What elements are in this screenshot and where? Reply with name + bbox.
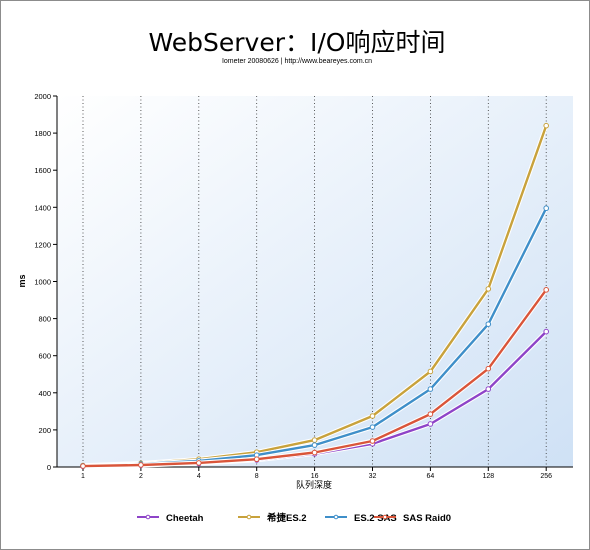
data-point xyxy=(485,365,492,372)
data-point xyxy=(311,442,318,448)
x-axis-label: 队列深度 xyxy=(296,479,332,490)
y-tick-label: 800 xyxy=(38,315,51,324)
x-tick-label: 4 xyxy=(197,473,201,480)
y-tick-label: 1800 xyxy=(34,129,51,138)
x-tick-label: 8 xyxy=(255,473,259,480)
y-tick-label: 2000 xyxy=(34,92,51,101)
x-tick-label: 128 xyxy=(482,473,494,480)
legend-item: 希捷ES.2 xyxy=(238,512,307,524)
data-point xyxy=(427,411,434,417)
data-point xyxy=(80,463,86,469)
data-point xyxy=(543,122,550,129)
x-tick-label: 16 xyxy=(311,473,319,480)
legend: Cheetah 希捷ES.2 ES.2 SAS SAS Raid0 xyxy=(137,512,451,524)
data-point xyxy=(427,421,434,427)
data-point xyxy=(369,413,376,419)
x-axis-ticks: 1 2 4 8 16 32 64 128 256 xyxy=(81,467,552,480)
y-axis-label: ms xyxy=(17,274,27,287)
data-point xyxy=(485,286,492,292)
legend-label: Cheetah xyxy=(166,513,204,524)
y-tick-label: 600 xyxy=(38,352,51,361)
x-tick-label: 256 xyxy=(540,473,552,480)
y-tick-label: 200 xyxy=(38,426,51,435)
x-tick-label: 32 xyxy=(369,473,377,480)
y-tick-label: 1200 xyxy=(34,240,51,249)
legend-marker xyxy=(382,514,388,520)
chart-title: WebServer：I/O响应时间 xyxy=(149,28,446,57)
data-point xyxy=(543,287,550,293)
legend-item: ES.2 SAS xyxy=(325,513,397,524)
x-tick-label: 2 xyxy=(139,473,143,480)
y-tick-label: 400 xyxy=(38,389,51,398)
data-point xyxy=(369,438,376,444)
data-point xyxy=(485,386,492,392)
legend-item: Cheetah xyxy=(137,513,204,524)
y-tick-label: 1600 xyxy=(34,166,51,175)
y-tick-label: 0 xyxy=(47,463,51,472)
series-lines xyxy=(80,122,550,470)
series-group xyxy=(80,287,550,469)
x-tick-label: 64 xyxy=(427,473,435,480)
data-point xyxy=(543,328,550,335)
legend-label: 希捷ES.2 xyxy=(267,512,307,524)
legend-marker xyxy=(246,514,252,520)
gridlines xyxy=(82,96,547,467)
legend-label: ES.2 SAS xyxy=(354,513,397,524)
legend-marker xyxy=(145,514,151,520)
data-point xyxy=(311,437,318,443)
data-point xyxy=(427,386,434,392)
x-tick-label: 1 xyxy=(81,473,85,480)
legend-item: SAS Raid0 xyxy=(374,513,451,524)
y-tick-label: 1400 xyxy=(34,203,51,212)
data-point xyxy=(543,205,550,212)
data-point xyxy=(311,449,318,456)
legend-marker xyxy=(333,514,339,520)
chart-subtitle: Iometer 20080626 | http://www.beareyes.c… xyxy=(222,58,372,65)
data-point xyxy=(138,462,144,468)
y-axis-ticks: 0 200 400 600 800 1000 1200 1400 1600 1800 2000 xyxy=(34,92,57,472)
data-point xyxy=(369,424,376,430)
legend-label: SAS Raid0 xyxy=(403,513,451,524)
y-tick-label: 1000 xyxy=(34,278,51,287)
data-point xyxy=(427,368,434,375)
data-point xyxy=(196,460,202,466)
data-point xyxy=(485,321,492,327)
data-point xyxy=(253,456,260,463)
